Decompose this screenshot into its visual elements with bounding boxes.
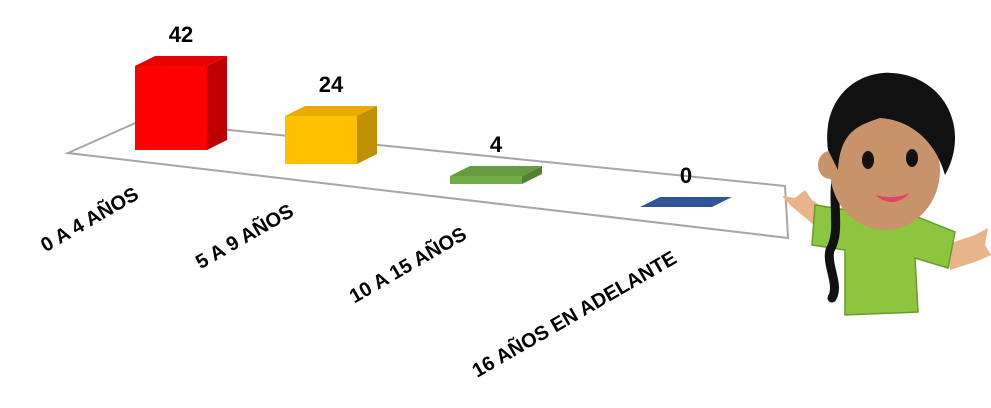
category-label: 16 AÑOS EN ADELANTE xyxy=(468,246,680,382)
value-label: 4 xyxy=(490,132,503,157)
girl-mouth xyxy=(875,193,910,203)
bars xyxy=(135,56,732,207)
girl-eye xyxy=(906,149,918,167)
value-label: 42 xyxy=(169,22,193,47)
girl-illustration xyxy=(782,72,991,316)
girl-right-hand xyxy=(945,228,991,270)
category-label: 5 A 9 AÑOS xyxy=(192,199,298,273)
value-label: 24 xyxy=(319,72,344,97)
bar-top xyxy=(135,56,227,66)
bar-front xyxy=(450,176,522,184)
bar-side xyxy=(357,106,377,164)
bar-front xyxy=(135,66,207,150)
bar-side xyxy=(207,56,227,150)
girl-eye xyxy=(862,151,874,169)
girl-face xyxy=(830,110,940,230)
bar-top xyxy=(640,197,732,207)
category-label: 0 A 4 AÑOS xyxy=(37,182,143,256)
girl-hair xyxy=(827,72,955,175)
bar-front xyxy=(285,116,357,164)
bar-side xyxy=(522,166,542,184)
value-label: 0 xyxy=(680,163,692,188)
bar-top xyxy=(285,106,377,116)
chart-floor xyxy=(64,119,790,240)
category-label: 10 A 15 AÑOS xyxy=(345,222,470,308)
bar-top xyxy=(450,166,542,176)
